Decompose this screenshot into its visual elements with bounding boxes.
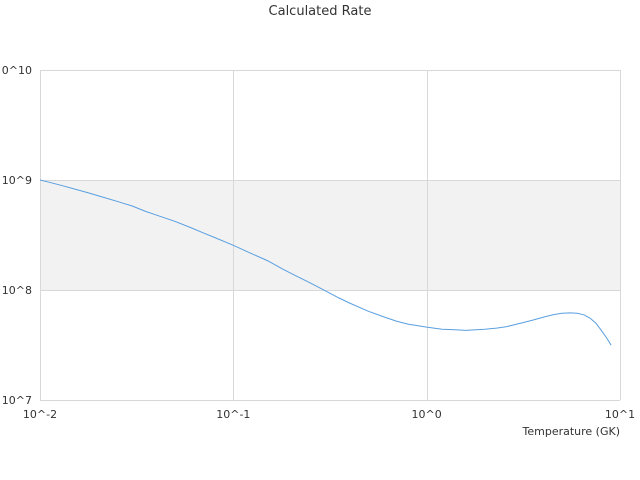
y-tick-label: 10^8 (2, 284, 32, 297)
x-tick-label: 10^0 (412, 408, 442, 421)
x-axis-tick-labels: 10^-2 10^-1 10^0 10^1 (23, 408, 635, 421)
x-axis-title: Temperature (GK) (522, 425, 621, 438)
band (40, 290, 620, 400)
y-tick-label: 10^9 (2, 174, 32, 187)
band (40, 180, 620, 290)
y-tick-label: 10^7 (2, 394, 32, 407)
y-tick-label: 0^10 (2, 64, 32, 77)
band (40, 70, 620, 180)
x-tick-label: 10^1 (605, 408, 635, 421)
y-axis-tick-labels: 10^7 10^8 10^9 0^10 (2, 64, 32, 407)
x-tick-label: 10^-2 (23, 408, 57, 421)
chart-title: Calculated Rate (268, 4, 372, 19)
gridlines (40, 70, 621, 401)
x-tick-label: 10^-1 (216, 408, 250, 421)
rate-series-line (39, 179, 612, 346)
background-bands (40, 70, 620, 400)
